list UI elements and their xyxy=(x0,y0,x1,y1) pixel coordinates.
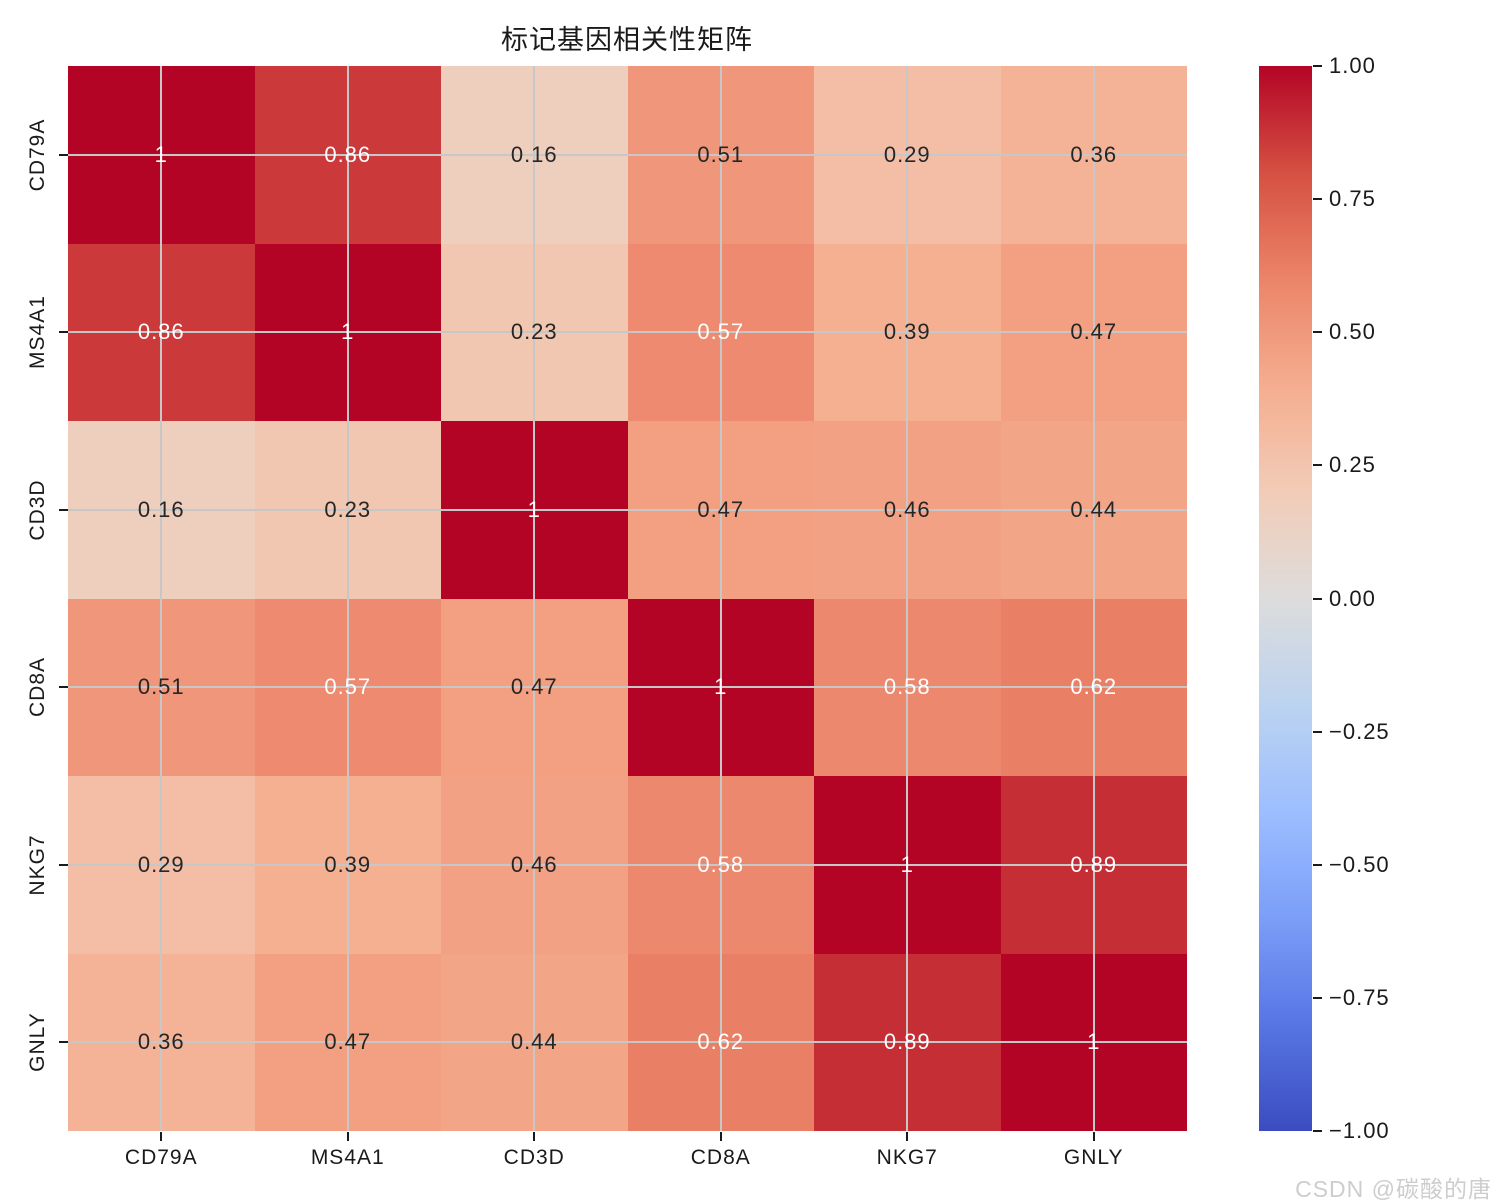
colorbar-tick xyxy=(1313,996,1322,999)
gridline-vertical xyxy=(160,66,163,1131)
cell-value: 0.46 xyxy=(883,496,931,522)
cell-value: 0.86 xyxy=(137,319,185,345)
x-axis-tick xyxy=(346,1132,349,1141)
y-axis-tick xyxy=(59,863,68,866)
cell-value: 0.16 xyxy=(510,141,558,167)
colorbar-tick-label: 0.00 xyxy=(1329,585,1376,611)
x-axis-label: CD8A xyxy=(690,1146,751,1169)
colorbar-tick-label: −0.75 xyxy=(1329,984,1390,1010)
y-axis-label: CD79A xyxy=(26,118,49,192)
gridline-vertical xyxy=(533,66,536,1131)
cell-value: 0.47 xyxy=(510,674,558,700)
y-axis-label: NKG7 xyxy=(26,834,49,896)
colorbar-tick-label: −0.50 xyxy=(1329,851,1390,877)
colorbar-tick-label: −1.00 xyxy=(1329,1118,1390,1143)
colorbar-tick xyxy=(1313,464,1322,467)
colorbar-tick-label: −0.25 xyxy=(1329,718,1390,744)
cell-value: 0.47 xyxy=(1070,319,1118,345)
colorbar-tick xyxy=(1313,198,1322,201)
colorbar-tick-label: 0.25 xyxy=(1329,452,1376,478)
gridline-horizontal xyxy=(68,1041,1187,1044)
gridline-horizontal xyxy=(68,686,1187,689)
x-axis-label: GNLY xyxy=(1063,1146,1124,1169)
x-axis-tick xyxy=(906,1132,909,1141)
colorbar-tick-label: 0.75 xyxy=(1329,186,1376,212)
cell-value: 0.44 xyxy=(1070,496,1118,522)
cell-value: 0.23 xyxy=(324,496,372,522)
colorbar xyxy=(1259,66,1312,1131)
colorbar-tick xyxy=(1313,331,1322,334)
gridline-vertical xyxy=(1092,66,1095,1131)
cell-value: 1 xyxy=(1087,1029,1101,1055)
colorbar-tick xyxy=(1313,597,1322,600)
x-axis-tick xyxy=(533,1132,536,1141)
cell-value: 0.46 xyxy=(510,851,558,877)
cell-value: 0.58 xyxy=(697,851,745,877)
x-axis-label: CD3D xyxy=(503,1146,565,1169)
colorbar-tick xyxy=(1313,1130,1322,1132)
heatmap: 1 0.86 0.16 0.51 0.29 0.36 0.86 1 0.23 0.57 0.39 0.… xyxy=(68,66,1187,1131)
y-axis-tick xyxy=(59,1041,68,1044)
cell-value: 0.62 xyxy=(697,1029,745,1055)
y-axis-tick xyxy=(59,331,68,334)
y-axis-label: CD8A xyxy=(26,657,49,718)
cell-value: 1 xyxy=(714,674,728,700)
colorbar-tick xyxy=(1313,65,1322,67)
cell-value: 0.23 xyxy=(510,319,558,345)
cell-value: 0.16 xyxy=(137,496,185,522)
cell-value: 1 xyxy=(154,141,168,167)
colorbar-tick-label: 0.50 xyxy=(1329,319,1376,345)
cell-value: 0.47 xyxy=(324,1029,372,1055)
y-axis-label: MS4A1 xyxy=(26,295,49,370)
cell-value: 0.39 xyxy=(324,851,372,877)
x-axis-label: MS4A1 xyxy=(310,1146,385,1169)
gridline-vertical xyxy=(719,66,722,1131)
cell-value: 0.57 xyxy=(324,674,372,700)
gridline-horizontal xyxy=(68,153,1187,156)
x-axis-tick xyxy=(719,1132,722,1141)
y-axis-tick xyxy=(59,508,68,511)
cell-value: 0.36 xyxy=(1070,141,1118,167)
x-axis-label: NKG7 xyxy=(876,1146,938,1169)
gridline-vertical xyxy=(346,66,349,1131)
watermark: CSDN @碳酸的唐 xyxy=(1295,1176,1492,1200)
gridline-horizontal xyxy=(68,331,1187,334)
cell-value: 0.36 xyxy=(137,1029,185,1055)
cell-value: 0.89 xyxy=(1070,851,1118,877)
x-axis-label: CD79A xyxy=(124,1146,198,1169)
y-axis-tick xyxy=(59,686,68,689)
cell-value: 0.51 xyxy=(697,141,745,167)
colorbar-tick xyxy=(1313,863,1322,866)
cell-value: 0.29 xyxy=(137,851,185,877)
cell-value: 0.89 xyxy=(883,1029,931,1055)
y-axis-label: CD3D xyxy=(26,479,49,541)
cell-value: 0.58 xyxy=(883,674,931,700)
cell-value: 1 xyxy=(341,319,355,345)
gridline-horizontal xyxy=(68,863,1187,866)
cell-value: 0.62 xyxy=(1070,674,1118,700)
x-axis-tick xyxy=(1092,1132,1095,1141)
cell-value: 0.39 xyxy=(883,319,931,345)
gridline-vertical xyxy=(906,66,909,1131)
cell-value: 0.44 xyxy=(510,1029,558,1055)
cell-value: 0.57 xyxy=(697,319,745,345)
colorbar-tick-label: 1.00 xyxy=(1329,53,1376,78)
cell-value: 1 xyxy=(900,851,914,877)
x-axis-tick xyxy=(160,1132,163,1141)
cell-value: 0.29 xyxy=(883,141,931,167)
cell-value: 1 xyxy=(527,496,541,522)
colorbar-tick xyxy=(1313,730,1322,733)
cell-value: 0.47 xyxy=(697,496,745,522)
gridline-horizontal xyxy=(68,508,1187,511)
cell-value: 0.51 xyxy=(137,674,185,700)
y-axis-label: GNLY xyxy=(26,1012,49,1073)
cell-value: 0.86 xyxy=(324,141,372,167)
y-axis-tick xyxy=(59,153,68,156)
chart-title: 标记基因相关性矩阵 xyxy=(501,25,753,55)
